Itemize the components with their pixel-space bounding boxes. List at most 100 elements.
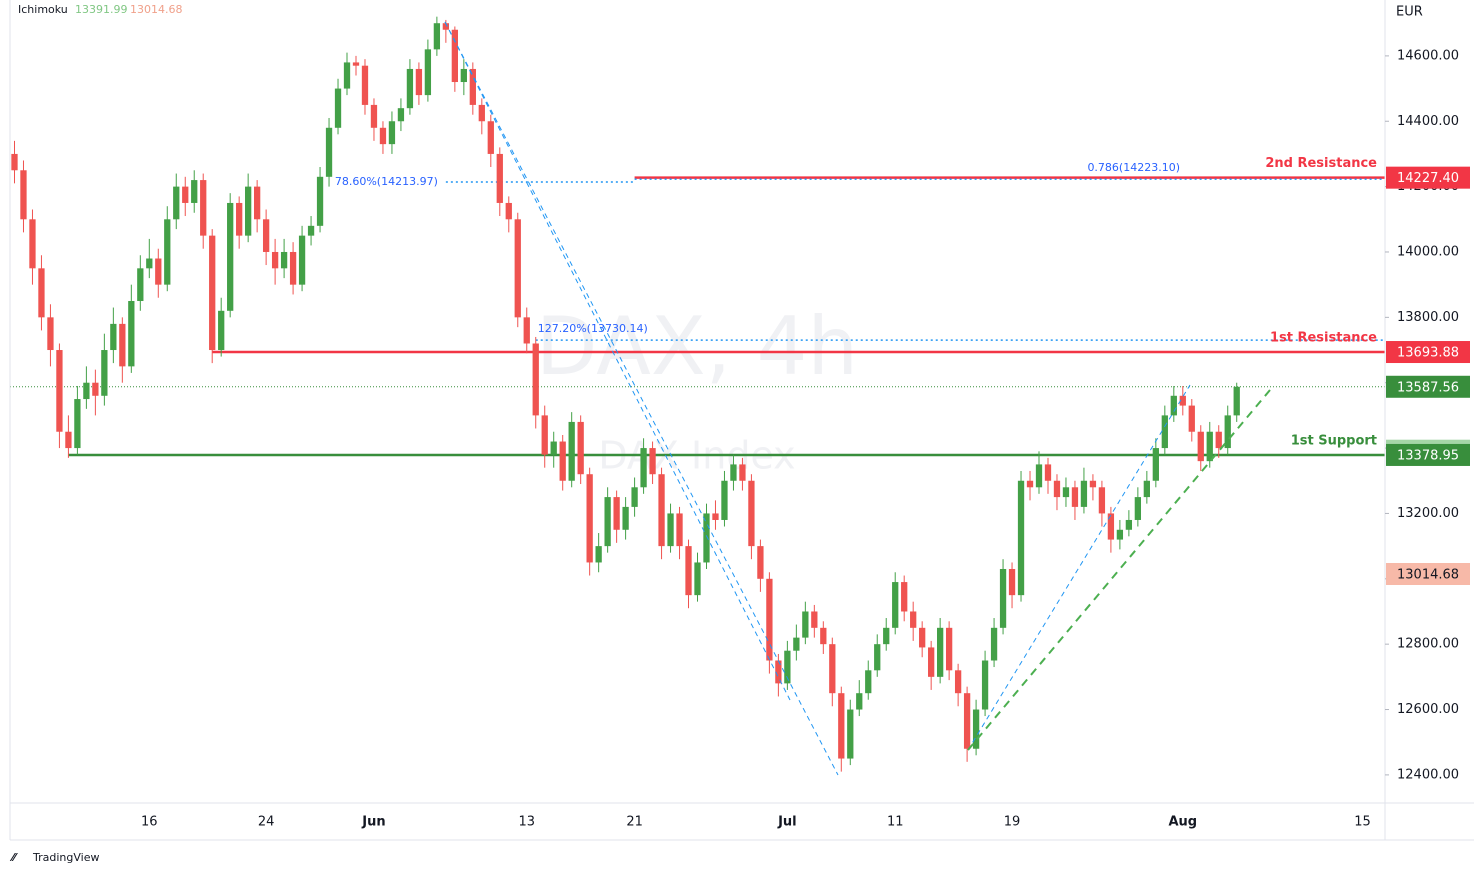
candle-body [298,235,306,285]
candle-body [1233,386,1240,416]
candle-body [65,431,72,449]
candle-body [649,448,656,475]
candle-body [667,513,674,547]
candle-body [972,709,980,749]
candle-body [361,65,369,105]
brand-logo: ⁄⁄ [9,851,19,864]
candle-body [990,627,998,661]
price-box [1386,341,1470,364]
candle-body [218,310,225,351]
level-name: 2nd Resistance [1265,156,1377,171]
y-tick-label: 13800.00 [1397,310,1459,325]
x-tick-label: 15 [1354,815,1371,830]
price-box-label: 14227.40 [1397,171,1459,186]
candle-body [424,49,432,96]
candle-body [757,546,764,579]
candle-body [640,448,647,488]
price-box [1386,443,1470,466]
candle-body [1116,529,1124,540]
candle-body [793,637,800,651]
candle-body [388,121,396,145]
candle-body [1098,487,1106,514]
candle-body [1224,415,1231,449]
candle-body [307,225,315,236]
candle-body [1197,431,1204,462]
candle-body [712,513,719,520]
candle-body [352,62,360,66]
candle-body [379,127,387,145]
candle-body [685,546,692,596]
candle-body [146,258,153,269]
candle-body [1143,480,1150,498]
candle-body [316,176,324,226]
candle-body [586,474,593,563]
candle-body [847,709,854,759]
price-box-label: 13587.56 [1397,380,1459,395]
candle-body [1062,487,1070,498]
candle-body [397,108,405,122]
candle-body [200,180,207,236]
candle-body [1080,480,1088,507]
trend-line [444,21,839,776]
candle-body [1071,487,1079,507]
candle-body [1035,464,1043,488]
currency: EUR [1396,5,1423,20]
candle-body [433,23,441,50]
candle-body [784,650,791,684]
candle-body [20,170,27,220]
candle-body [1107,513,1115,540]
candle-body [945,627,953,671]
candle-body [1089,480,1097,488]
y-tick-label: 14000.00 [1397,244,1459,259]
candle-body [406,68,414,109]
trend-line [444,21,791,701]
candle-body [874,644,881,671]
candle-body [191,180,198,203]
candle-body [550,441,557,455]
y-tick-label: 12800.00 [1397,637,1459,652]
candle-body [478,104,485,122]
candle-body [325,127,333,177]
candle-body [271,251,279,269]
candle-body [442,23,450,30]
x-tick-label: 24 [258,815,275,830]
y-tick-label: 14400.00 [1397,114,1459,129]
candle-body [496,153,503,203]
candle-body [280,251,288,269]
candle-body [119,323,126,367]
candle-body [460,68,467,83]
x-tick-label: Jun [361,815,385,830]
x-tick-label: 16 [141,815,158,830]
fib-label: 127.20%(13730.14) [538,322,648,335]
candle-body [137,268,144,302]
candle-body [820,627,827,645]
x-tick-label: 21 [626,815,643,830]
x-tick-label: 19 [1004,815,1021,830]
candle-body [164,219,171,285]
candle-body [1026,480,1034,488]
candle-body [262,219,270,252]
level-name: 1st Support [1291,433,1377,448]
candle-body [622,506,629,530]
candle-body [11,153,18,171]
candle-body [523,317,530,344]
x-tick-label: 11 [887,815,904,830]
indicator-value: 13014.68 [130,3,183,16]
candle-body [811,611,818,628]
candle-body [658,474,665,547]
candle-body [892,582,899,628]
y-tick-label: 13200.00 [1397,506,1459,521]
candle-body [110,323,117,351]
candle-body [559,441,566,481]
candle-body [838,693,845,759]
candle-body [155,258,162,285]
x-tick-label: Jul [777,815,797,830]
candle-body [253,186,261,220]
candle-body [856,693,863,710]
candle-body [236,202,243,236]
candle-body [703,513,710,563]
candle-body [1179,395,1186,406]
candle-body [289,251,297,285]
